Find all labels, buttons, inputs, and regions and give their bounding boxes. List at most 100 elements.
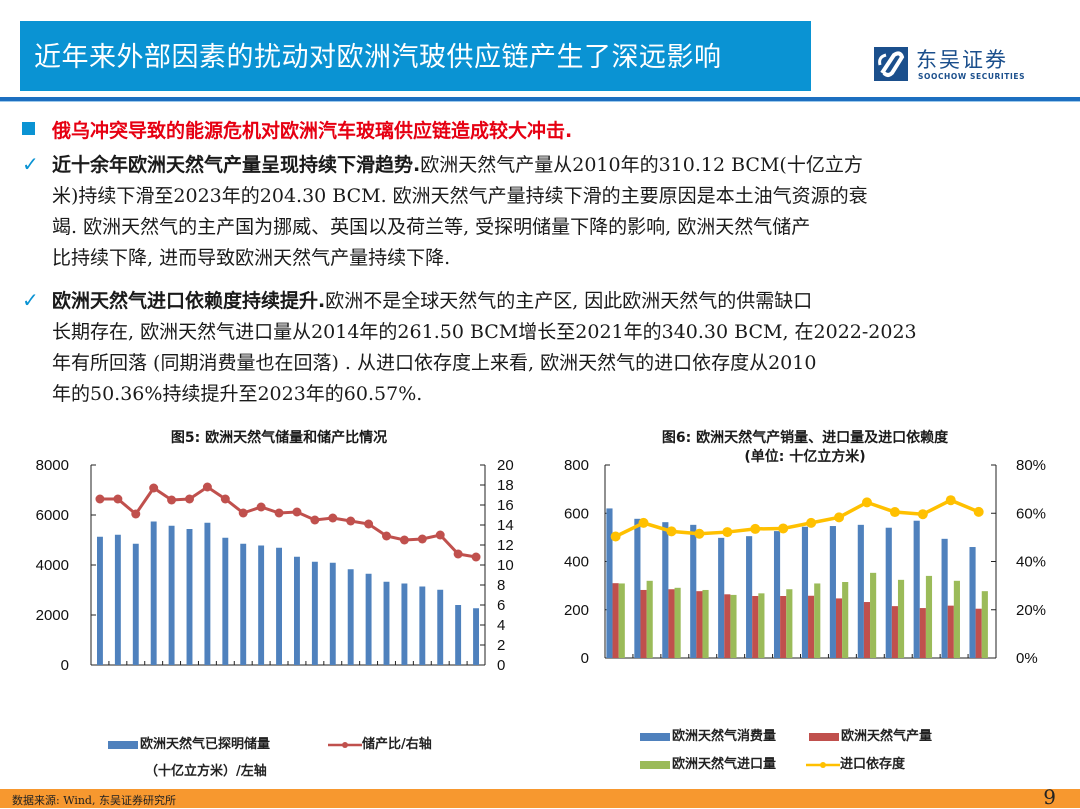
point-import-dependency [610,531,621,542]
bar-consumption [773,531,781,658]
bar-reserves [401,583,408,665]
bar-reserves [293,556,300,665]
point-import-dependency [750,523,761,534]
point-import-dependency [973,506,984,517]
check-icon: ✓ [22,288,39,312]
chart2-legend-import: 欧洲天然气进口量 [640,753,776,772]
bar-consumption [606,508,613,658]
bar-import [842,582,849,658]
bar-import [730,594,737,658]
bar-import [618,583,625,658]
bar-production [835,598,843,658]
bar-consumption [969,547,976,658]
point-import-dependency [861,497,872,508]
bar-reserves [258,545,265,665]
y-tick-label-right: 12 [497,537,514,554]
bar-reserves [114,534,121,665]
point-import-dependency [722,527,733,538]
bar-production [863,602,871,658]
bar-reserves [240,543,247,665]
y-tick-label-left: 4000 [36,557,69,574]
bar-consumption [941,538,948,658]
text-line: 米)持续下滑至2023年的204.30 BCM. 欧洲天然气产量持续下滑的主要原… [52,185,868,207]
bar-production [975,608,982,658]
bar-reserves [329,562,336,665]
header-divider-light [0,101,1080,102]
bar-import [925,575,933,658]
bar-reserves [150,521,157,665]
bar-reserves [132,543,139,665]
chart1-legend-ratio: 储产比/右轴 [328,733,432,752]
text-line: 欧洲天然气产量从2010年的310.12 BCM(十亿立方 [420,154,863,176]
chart2-gas-balance: 02004006008000%20%40%60%80%2010201120122… [564,457,1046,667]
point-reserve-ratio [202,482,212,492]
y-tick-label-left: 0 [581,650,589,667]
chart2-subtitle: (单位: 十亿立方米) [744,449,866,465]
y-tick-label-right: 0 [497,657,505,674]
logo-english-name: SOOCHOW SECURITIES [918,72,1026,81]
point-reserve-ratio [364,519,374,529]
point-reserve-ratio [417,534,427,544]
y-tick-label-right: 8 [497,577,505,594]
legend-label: 储产比/右轴 [362,737,432,752]
chart1-reserves: 0200040006000800002468101214161820200020… [36,457,514,674]
bar-consumption [690,524,697,658]
bar-consumption [829,526,836,658]
y-tick-label-right: 16 [497,497,514,514]
bar-reserves [311,561,318,665]
legend-swatch-green [640,760,670,769]
bar-import [758,593,765,658]
point-import-dependency [778,523,789,534]
point-import-dependency [638,517,649,528]
text-line: 比持续下降, 进而导致欧洲天然气产量持续下降. [52,247,451,269]
bar-import [674,587,681,658]
bar-production [947,605,954,658]
bar-import [646,580,653,658]
company-logo: 东吴证券 SOOCHOW SECURITIES [874,44,1044,86]
bar-production [640,589,647,658]
bar-consumption [718,537,725,658]
square-bullet-icon [22,122,35,135]
bar-reserves [276,547,283,665]
bar-consumption [885,527,892,658]
bar-import [981,591,988,658]
bar-reserves [437,589,444,665]
point-reserve-ratio [399,535,409,545]
bar-import [814,583,821,658]
y-tick-label-right: 40% [1016,554,1046,571]
bar-production [919,608,926,658]
point-import-dependency [945,495,956,506]
bar-reserves [347,569,354,665]
y-tick-label-left: 800 [564,457,589,474]
point-reserve-ratio [149,483,159,493]
bar-production [808,595,815,658]
y-tick-label-left: 0 [61,657,69,674]
y-tick-label-right: 20% [1016,602,1046,619]
page-title: 近年来外部因素的扰动对欧洲汽玻供应链产生了深远影响 [34,42,722,73]
point-import-dependency [694,528,705,539]
chart2-legend-dependency: 进口依存度 [806,753,905,772]
bar-production [668,589,675,658]
title-banner: 近年来外部因素的扰动对欧洲汽玻供应链产生了深远影响 [20,21,811,91]
legend-line-yellow-icon [806,761,840,768]
bar-reserves [186,529,193,665]
bar-consumption [857,524,864,658]
bar-import [870,572,877,658]
y-tick-label-left: 400 [564,554,589,571]
bar-production [752,595,759,658]
point-reserve-ratio [382,531,391,541]
point-import-dependency [889,507,900,518]
point-reserve-ratio [256,502,266,512]
y-tick-label-right: 80% [1016,457,1046,474]
bar-reserves [473,608,480,665]
chart2-legend-consumption: 欧洲天然气消费量 [640,725,776,744]
bar-consumption [662,522,669,658]
y-tick-label-left: 200 [564,602,589,619]
legend-label: 欧洲天然气进口量 [672,757,777,772]
bar-import [702,589,709,658]
point-heading: 欧洲天然气进口依赖度持续提升. [52,290,326,312]
bar-consumption [634,518,641,658]
y-tick-label-right: 18 [497,477,514,494]
point-reserve-ratio [167,495,177,505]
legend-label: 欧洲天然气产量 [841,729,933,744]
